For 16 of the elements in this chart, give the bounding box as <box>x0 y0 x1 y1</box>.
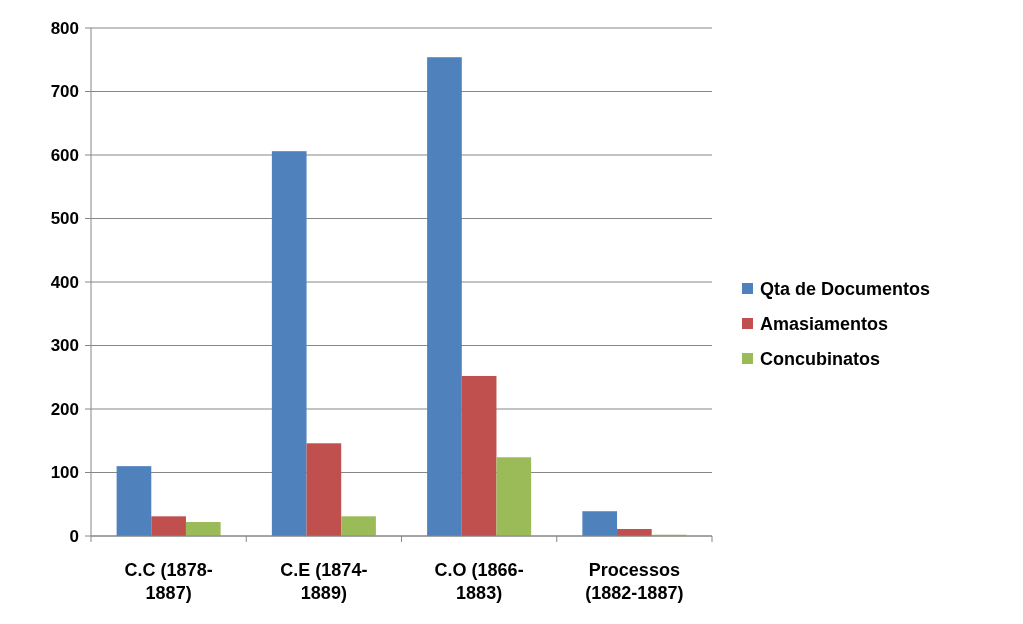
x-tick-label: C.C (1878-1887) <box>124 560 213 603</box>
legend-label: Amasiamentos <box>760 314 889 335</box>
y-tick-label: 400 <box>50 272 79 292</box>
y-tick-label: 0 <box>69 526 79 546</box>
legend-label: Qta de Documentos <box>760 279 931 300</box>
y-tick-label: 700 <box>50 82 79 102</box>
y-tick-label: 500 <box>50 209 79 229</box>
x-tick-label: Processos (1882-1887) <box>585 560 684 603</box>
y-tick-label: 200 <box>50 399 79 419</box>
x-tick-label: C.O (1866-1883) <box>434 560 524 603</box>
y-tick-label: 300 <box>50 336 79 356</box>
x-tick-label: C.E (1874-1889) <box>280 560 368 603</box>
legend-label: Concubinatos <box>760 349 880 370</box>
y-tick-label: 600 <box>50 145 79 165</box>
y-tick-label: 800 <box>50 18 79 38</box>
y-tick-label: 100 <box>50 463 79 483</box>
